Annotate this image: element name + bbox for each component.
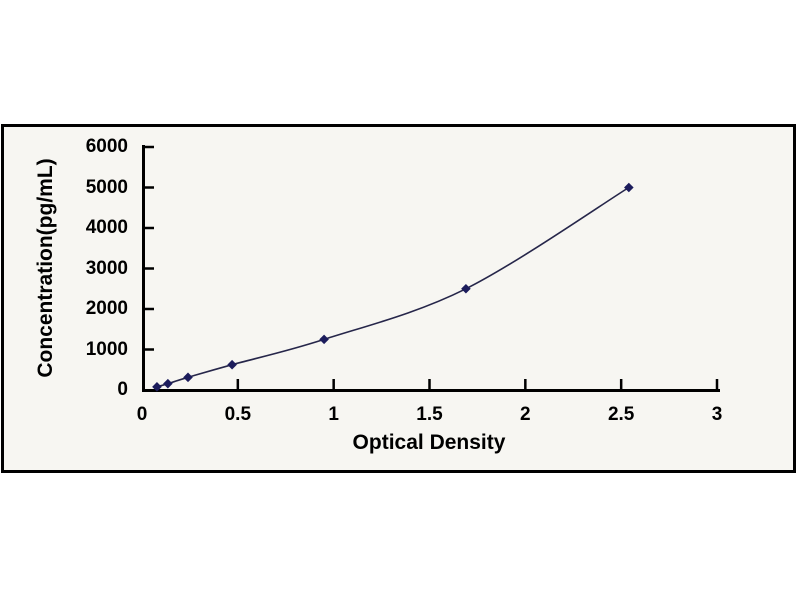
y-tick-label: 4000 bbox=[85, 217, 128, 238]
y-axis-title: Concentration(pg/mL) bbox=[34, 158, 57, 378]
x-tick-label: 1.5 bbox=[416, 404, 443, 425]
x-axis-title: Optical Density bbox=[352, 431, 506, 454]
x-tick-label: 3 bbox=[711, 404, 723, 425]
y-tick-label: 2000 bbox=[85, 298, 128, 319]
x-tick-label: 0 bbox=[136, 404, 148, 425]
y-tick-label: 6000 bbox=[85, 136, 128, 157]
y-tick-label: 3000 bbox=[85, 257, 128, 279]
x-tick-label: 0.5 bbox=[224, 404, 252, 425]
x-tick-label: 2.5 bbox=[607, 404, 635, 425]
y-tick-label: 1000 bbox=[85, 338, 128, 360]
y-tick-label: 0 bbox=[117, 379, 128, 400]
y-tick-label: 5000 bbox=[85, 176, 128, 198]
x-tick-label: 2 bbox=[520, 404, 531, 425]
x-tick-label: 1 bbox=[328, 404, 339, 425]
